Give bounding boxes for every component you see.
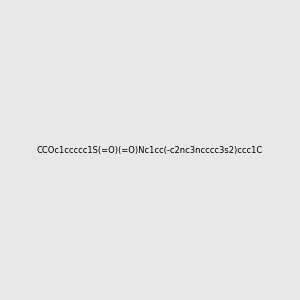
Text: CCOc1ccccc1S(=O)(=O)Nc1cc(-c2nc3ncccc3s2)ccc1C: CCOc1ccccc1S(=O)(=O)Nc1cc(-c2nc3ncccc3s2… (37, 146, 263, 154)
